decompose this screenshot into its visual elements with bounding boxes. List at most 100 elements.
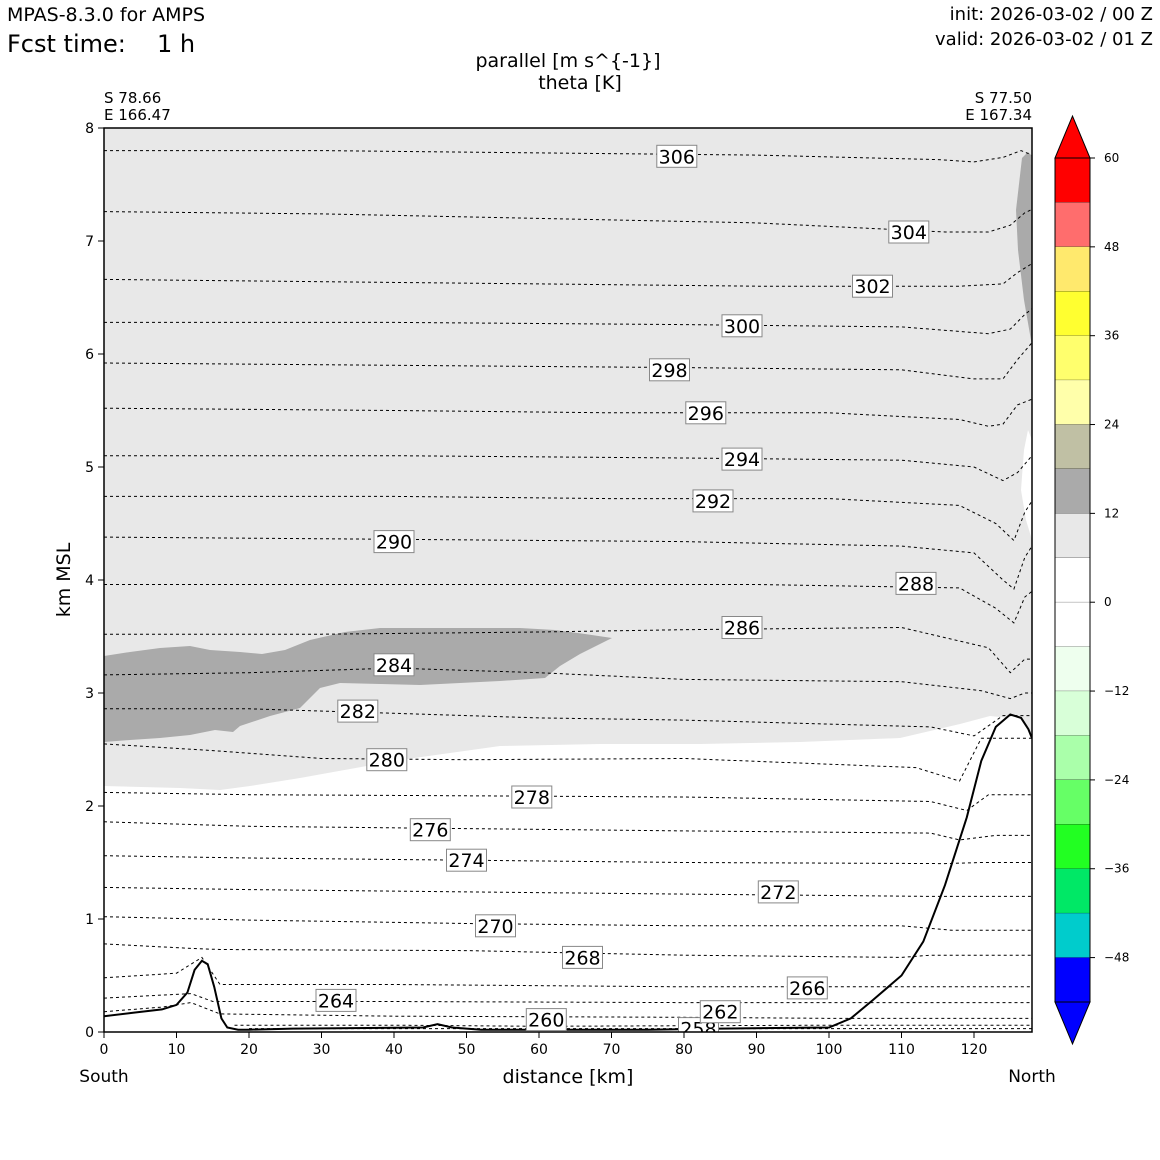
colorbar-max-arrow [1054, 114, 1091, 159]
contour-label-box [895, 571, 937, 595]
colorbar-swatch [1055, 957, 1090, 1002]
terrain-line [104, 713, 1032, 1031]
contour-label-box [315, 988, 357, 1012]
contour-label-box [721, 314, 763, 338]
y-tick-label: 0 [85, 1025, 94, 1041]
colorbar-tick-label: −36 [1104, 862, 1129, 876]
theta-contour-280 [104, 737, 1032, 782]
colorbar-swatch [1055, 602, 1090, 647]
south-end-label: South [79, 1067, 128, 1087]
x-tick-label: 70 [603, 1042, 621, 1058]
y-tick-label: 3 [85, 686, 94, 702]
contour-label: 306 [659, 146, 695, 168]
contour-label: 262 [702, 1002, 738, 1024]
x-axis-label: distance [km] [503, 1066, 634, 1088]
colorbar-tick-label: 12 [1104, 506, 1119, 520]
colorbar-tick-label: −24 [1104, 773, 1129, 787]
contour-label-box [699, 1000, 741, 1024]
colorbar-swatch [1055, 291, 1090, 336]
colorbar-frame [1054, 157, 1091, 1003]
colorbar: 60 48 36 24 12 0 −12 −24 −36 −48 [1054, 114, 1129, 1046]
theta-contours [104, 150, 1032, 1030]
colorbar-swatch [1055, 868, 1090, 914]
contour-label-box [366, 748, 408, 772]
light-gray-region [104, 128, 1032, 790]
contour-label-box [373, 653, 415, 677]
contour-label-box [373, 530, 415, 554]
x-tick-label: 100 [816, 1042, 843, 1058]
contour-label-box [721, 447, 763, 471]
colorbar-tick-label: 48 [1104, 240, 1119, 254]
theta-contour-272 [104, 886, 1032, 897]
x-tick-label: 40 [385, 1042, 403, 1058]
colorbar-swatch [1055, 380, 1090, 425]
contour-label: 280 [369, 750, 405, 772]
contour-label: 268 [564, 947, 600, 969]
contour-label-box [511, 785, 553, 809]
x-tick-label: 30 [313, 1042, 331, 1058]
contour-label-box [721, 616, 763, 639]
theta-contour-266 [104, 956, 1032, 988]
contour-label: 302 [854, 276, 890, 298]
start-lat-label: S 78.66 [104, 89, 161, 107]
contour-label: 264 [318, 990, 354, 1012]
x-tick-label: 0 [100, 1042, 109, 1058]
colorbar-min-arrow [1054, 1001, 1091, 1046]
theta-contour-302 [104, 263, 1032, 287]
contour-label: 272 [760, 882, 796, 904]
x-tick-label: 10 [168, 1042, 186, 1058]
contour-label-box [685, 401, 727, 425]
contour-label-box [446, 848, 487, 872]
colorbar-swatch [1055, 468, 1090, 514]
contour-label-box [525, 1008, 567, 1032]
theta-contour-262 [104, 1002, 1032, 1019]
contour-label: 266 [789, 978, 825, 1000]
y-tick-label: 4 [85, 573, 94, 589]
end-lat-label: S 77.50 [975, 89, 1032, 107]
colorbar-swatch [1055, 646, 1090, 691]
dark-gray-upper-right-region [1016, 152, 1032, 346]
contour-label: 260 [528, 1010, 564, 1032]
x-tick-label: 20 [240, 1042, 258, 1058]
forecast-time-value: 1 h [157, 30, 196, 58]
contour-label-box [692, 489, 734, 513]
theta-contour-294 [104, 455, 1032, 482]
y-axis: 0 1 2 3 4 5 6 7 8 [85, 121, 104, 1041]
y-tick-label: 6 [85, 347, 94, 363]
valid-time: valid: 2026-03-02 / 01 Z [935, 29, 1153, 50]
theta-contour-298 [104, 342, 1032, 380]
colorbar-swatch [1055, 158, 1090, 203]
colorbar-tick-label: 24 [1104, 418, 1119, 432]
colorbar-swatch [1055, 913, 1090, 958]
y-tick-label: 8 [85, 121, 94, 137]
colorbar-swatch [1055, 779, 1090, 825]
contour-label: 284 [376, 655, 412, 677]
y-axis-label: km MSL [53, 542, 75, 617]
contour-label-box [409, 818, 451, 842]
colorbar-tick-label: −12 [1104, 684, 1129, 698]
contour-label: 274 [448, 850, 484, 872]
colorbar-swatch [1055, 202, 1090, 247]
contour-label-box [852, 274, 893, 298]
y-tick-label: 7 [85, 234, 94, 250]
colorbar-swatch [1055, 557, 1090, 603]
contour-label-box [757, 880, 799, 904]
start-lon-label: E 166.47 [104, 106, 171, 124]
contour-label: 286 [724, 618, 760, 640]
contour-label-box [656, 144, 698, 168]
colorbar-tick-label: 0 [1104, 595, 1112, 609]
chart-title: parallel [m s^{-1}] [475, 50, 660, 72]
init-time: init: 2026-03-02 / 00 Z [949, 4, 1153, 25]
contour-label: 276 [412, 820, 448, 842]
end-lon-label: E 167.34 [965, 106, 1032, 124]
contour-label: 278 [514, 787, 550, 809]
colorbar-swatch [1055, 335, 1090, 381]
colorbar-swatch [1055, 513, 1090, 558]
model-title: MPAS-8.3.0 for AMPS [7, 4, 206, 26]
theta-contour-292 [104, 495, 1032, 542]
x-axis: 0 10 20 30 40 50 60 70 80 90 100 110 120 [100, 1032, 987, 1058]
dark-gray-jet-region [104, 628, 612, 742]
colorbar-swatch [1055, 691, 1090, 736]
